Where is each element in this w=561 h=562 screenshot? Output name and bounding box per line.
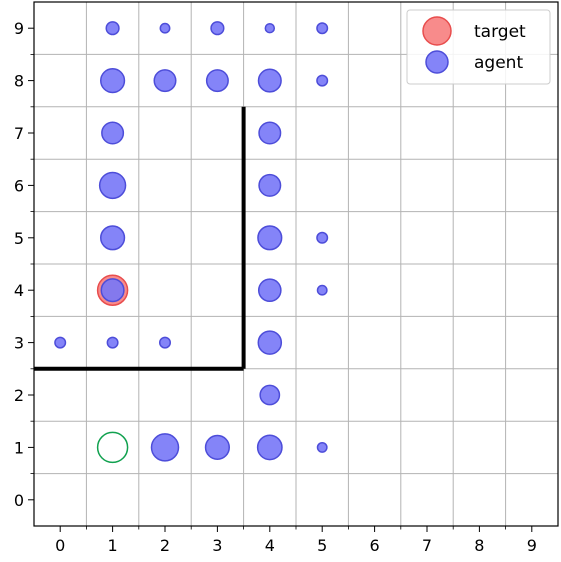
- x-tick-label: 2: [160, 536, 170, 555]
- y-tick-label: 5: [14, 229, 24, 248]
- start-marker: [96, 431, 129, 464]
- y-tick-label: 2: [14, 386, 24, 405]
- y-tick-label: 9: [14, 19, 24, 38]
- y-tick-label: 6: [14, 176, 24, 195]
- agent-point: [204, 434, 230, 460]
- legend: target agent: [406, 9, 551, 85]
- agent-point: [316, 441, 328, 453]
- agent-point: [258, 121, 282, 145]
- agent-point: [257, 68, 282, 93]
- agent-point: [159, 22, 171, 34]
- y-tick-label: 0: [14, 491, 24, 510]
- legend-target-label: target: [474, 22, 526, 42]
- agent-points: [54, 21, 329, 462]
- y-tick-label: 1: [14, 438, 24, 457]
- agent-point: [105, 21, 120, 36]
- agent-point: [316, 74, 329, 87]
- agent-point: [257, 225, 283, 251]
- agent-point: [100, 278, 125, 303]
- agent-point: [257, 330, 283, 355]
- agent-point: [316, 22, 329, 35]
- walls: [34, 106, 246, 371]
- agent-point: [205, 69, 229, 93]
- x-tick-label: 3: [212, 536, 222, 555]
- agent-point: [258, 173, 282, 197]
- agent-point: [153, 69, 177, 93]
- special-markers: [96, 431, 129, 464]
- x-tick-label: 9: [527, 536, 537, 555]
- legend-agent-label: agent: [474, 53, 523, 73]
- y-tick-label: 8: [14, 72, 24, 91]
- x-tick-label: 7: [422, 536, 432, 555]
- x-tick-label: 8: [474, 536, 484, 555]
- legend-target-swatch: [422, 16, 452, 46]
- axis-ticks: 0 1 2 3 4 5 6 7 8 9 0 1 2 3 4 5 6 7 8 9: [14, 19, 537, 555]
- agent-point: [100, 225, 126, 251]
- x-tick-label: 0: [55, 536, 65, 555]
- y-tick-label: 7: [14, 124, 24, 143]
- x-tick-label: 5: [317, 536, 327, 555]
- x-tick-label: 4: [265, 536, 275, 555]
- agent-point: [100, 68, 126, 94]
- agent-point: [106, 336, 119, 349]
- y-tick-label: 4: [14, 281, 24, 300]
- agent-point: [101, 121, 125, 145]
- agent-point: [150, 433, 180, 462]
- agent-point: [98, 171, 127, 200]
- agent-point: [264, 22, 276, 34]
- legend-agent-swatch: [425, 50, 449, 74]
- agent-point: [54, 336, 67, 349]
- agent-point: [316, 284, 328, 296]
- agent-point: [256, 434, 283, 461]
- y-tick-label: 3: [14, 334, 24, 353]
- agent-point: [316, 231, 329, 244]
- x-tick-label: 1: [108, 536, 118, 555]
- x-tick-label: 6: [370, 536, 380, 555]
- agent-point: [159, 336, 171, 349]
- agent-point: [210, 21, 225, 36]
- agent-point: [257, 278, 282, 303]
- agent-point: [259, 384, 281, 406]
